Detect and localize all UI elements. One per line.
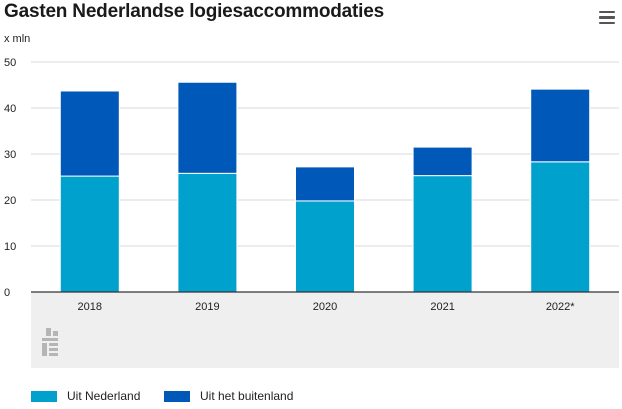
legend-item-uit-het-buitenland[interactable]: Uit het buitenland bbox=[164, 389, 293, 403]
legend-label: Uit het buitenland bbox=[200, 389, 294, 403]
bar-2019-series-0[interactable] bbox=[177, 172, 238, 293]
bar-2021-series-1[interactable] bbox=[412, 146, 473, 177]
x-tick-label: 2019 bbox=[195, 301, 219, 313]
bar-2022-series-1[interactable] bbox=[530, 88, 591, 163]
legend-swatch bbox=[31, 390, 57, 402]
y-tick-label: 10 bbox=[4, 241, 16, 253]
y-tick-label: 20 bbox=[4, 195, 16, 207]
bar-2021-series-0[interactable] bbox=[412, 175, 473, 293]
bar-2020-series-1[interactable] bbox=[295, 166, 355, 202]
x-tick-label: 2020 bbox=[313, 301, 337, 313]
y-tick-label: 30 bbox=[4, 149, 16, 161]
bar-2018-series-1[interactable] bbox=[59, 90, 120, 177]
bar-2022-series-0[interactable] bbox=[530, 161, 591, 293]
legend-label: Uit Nederland bbox=[67, 389, 141, 403]
y-tick-label: 40 bbox=[4, 103, 16, 115]
y-axis-ticks: 0 10 20 30 40 50 bbox=[4, 57, 16, 299]
bars bbox=[59, 81, 591, 293]
x-tick-label: 2018 bbox=[78, 301, 102, 313]
x-tick-label: 2021 bbox=[430, 301, 454, 313]
chart-title: Gasten Nederlandse logiesaccommodaties bbox=[4, 1, 384, 22]
hamburger-menu-icon[interactable] bbox=[599, 11, 615, 25]
x-tick-label: 2022* bbox=[546, 301, 575, 313]
y-tick-label: 0 bbox=[4, 287, 10, 299]
chart-footer-panel bbox=[31, 292, 619, 368]
legend-swatch bbox=[164, 390, 190, 402]
bar-2018-series-0[interactable] bbox=[59, 175, 120, 293]
chart-legend: Uit Nederland Uit het buitenland bbox=[0, 389, 622, 407]
stacked-bar-chart: 0 10 20 30 40 50 x mln 2018 2019 2020 2021 2022* bbox=[4, 33, 619, 368]
cbs-logo-icon bbox=[42, 328, 58, 356]
legend-item-uit-nederland[interactable]: Uit Nederland bbox=[31, 389, 140, 403]
x-axis-ticks: 2018 2019 2020 2021 2022* bbox=[78, 301, 576, 313]
bar-2020-series-0[interactable] bbox=[295, 200, 355, 293]
bar-2019-series-1[interactable] bbox=[177, 81, 238, 174]
y-axis-unit-label: x mln bbox=[4, 33, 30, 45]
y-tick-label: 50 bbox=[4, 57, 16, 69]
